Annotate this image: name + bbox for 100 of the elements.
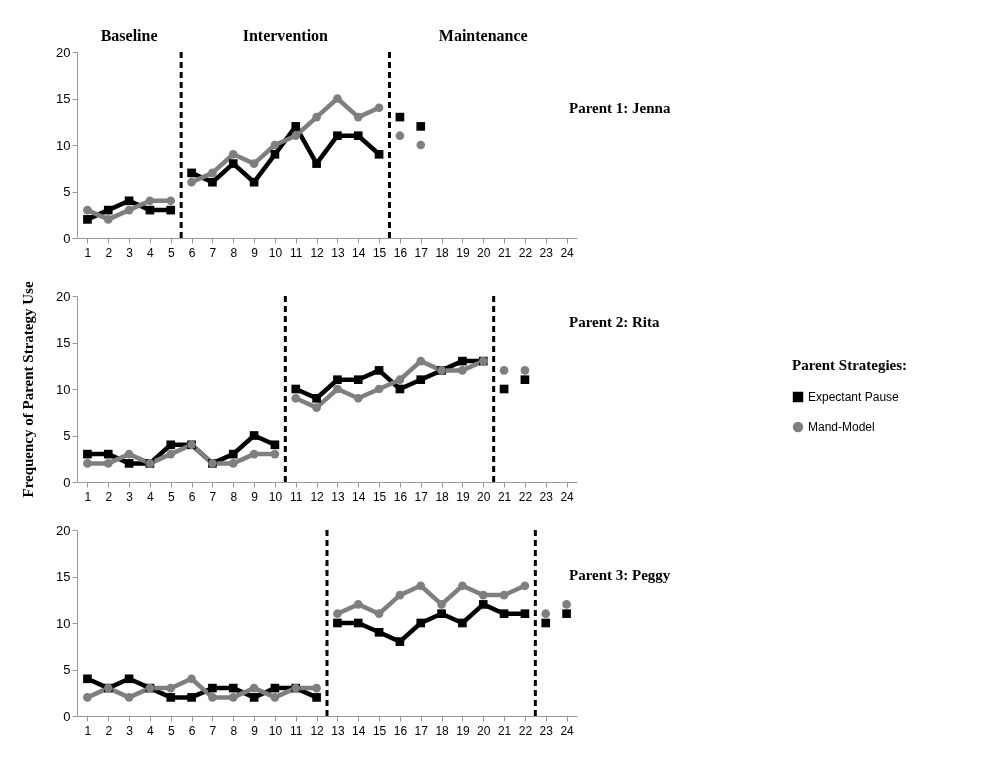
point: [374, 627, 384, 637]
x-tick-label: 13: [331, 723, 345, 738]
y-tick-label: 0: [63, 230, 71, 246]
x-tick-label: 24: [560, 723, 575, 738]
x-tick-label: 11: [290, 489, 303, 504]
point: [333, 609, 342, 619]
point: [124, 196, 134, 206]
x-tick-label: 21: [497, 489, 512, 504]
x-tick-label: 6: [188, 245, 196, 260]
point: [83, 674, 92, 684]
x-tick-label: 16: [393, 245, 408, 260]
x-tick-label: 4: [147, 723, 155, 738]
point: [187, 693, 196, 702]
point: [249, 683, 259, 693]
point: [312, 159, 321, 168]
point: [166, 440, 176, 450]
x-tick-label: 8: [230, 489, 238, 504]
point: [312, 393, 321, 403]
x-tick-label: 17: [414, 489, 429, 504]
point: [208, 177, 217, 187]
point: [374, 366, 384, 375]
x-tick-label: 11: [290, 245, 303, 260]
x-tick-label: 18: [435, 723, 450, 738]
point: [458, 366, 467, 375]
point: [312, 112, 321, 122]
y-tick-label: 5: [63, 428, 71, 443]
point: [103, 215, 113, 224]
x-tick-label: 6: [188, 723, 196, 738]
x-tick-label: 3: [126, 245, 134, 260]
y-tick-label: 15: [56, 91, 71, 106]
x-tick-label: 14: [352, 245, 366, 260]
x-tick-label: 19: [456, 723, 470, 738]
point: [437, 609, 446, 619]
x-tick-label: 5: [167, 723, 175, 738]
point: [562, 609, 571, 619]
point: [478, 590, 488, 600]
point: [374, 609, 384, 619]
x-tick-label: 14: [352, 723, 366, 738]
point: [208, 168, 217, 178]
point: [333, 384, 342, 394]
point: [333, 94, 342, 103]
point: [312, 693, 321, 702]
x-tick-label: 24: [560, 489, 575, 504]
point: [333, 131, 342, 141]
x-tick-label: 12: [310, 489, 325, 504]
point: [520, 375, 530, 385]
point: [333, 375, 342, 385]
text: Parent 3: Peggy: [569, 566, 671, 583]
point: [458, 618, 467, 628]
point: [124, 693, 134, 702]
point: [353, 375, 363, 385]
x-tick-label: 17: [414, 245, 429, 260]
text: Parent 2: Rita: [569, 314, 661, 331]
point: [166, 693, 176, 702]
point: [166, 205, 176, 215]
x-tick-label: 19: [456, 245, 470, 260]
y-tick-label: 20: [56, 44, 71, 60]
x-tick-label: 1: [84, 723, 92, 738]
x-tick-label: 21: [497, 723, 512, 738]
point: [520, 366, 530, 375]
x-tick-label: 1: [84, 489, 92, 504]
x-tick-label: 24: [560, 245, 575, 260]
x-tick-label: 10: [268, 723, 283, 738]
x-tick-label: 20: [477, 245, 491, 260]
point: [353, 600, 363, 609]
x-tick-label: 21: [497, 245, 512, 260]
x-tick-label: 10: [268, 245, 283, 260]
point: [166, 683, 176, 693]
x-tick-label: 16: [393, 723, 408, 738]
point: [374, 103, 384, 113]
point: [416, 122, 426, 131]
point: [187, 674, 196, 684]
point: [83, 205, 92, 215]
x-tick-label: 2: [105, 489, 113, 504]
point: [270, 693, 280, 702]
point: [228, 683, 238, 693]
x-tick-label: 19: [456, 489, 470, 504]
x-tick-label: 20: [477, 489, 491, 504]
point: [166, 449, 176, 459]
y-tick-label: 15: [56, 569, 71, 584]
point: [416, 581, 426, 591]
x-tick-label: 22: [518, 723, 533, 738]
x-tick-label: 15: [372, 723, 387, 738]
point: [249, 177, 259, 187]
legend-label: Expectant Pause: [808, 390, 900, 404]
x-tick-label: 9: [251, 489, 259, 504]
y-tick-label: 5: [63, 184, 71, 199]
text: Maintenance: [438, 27, 528, 44]
point: [395, 590, 405, 600]
x-tick-label: 22: [518, 489, 533, 504]
point: [270, 449, 280, 459]
point: [208, 683, 217, 693]
y-axis-title: Frequency of Parent Strategy Use: [20, 281, 37, 498]
point: [124, 674, 134, 684]
point: [270, 440, 280, 450]
y-tick-label: 5: [63, 662, 71, 677]
point: [145, 196, 155, 206]
point: [83, 215, 92, 224]
text: Baseline: [100, 27, 158, 44]
point: [353, 112, 363, 122]
